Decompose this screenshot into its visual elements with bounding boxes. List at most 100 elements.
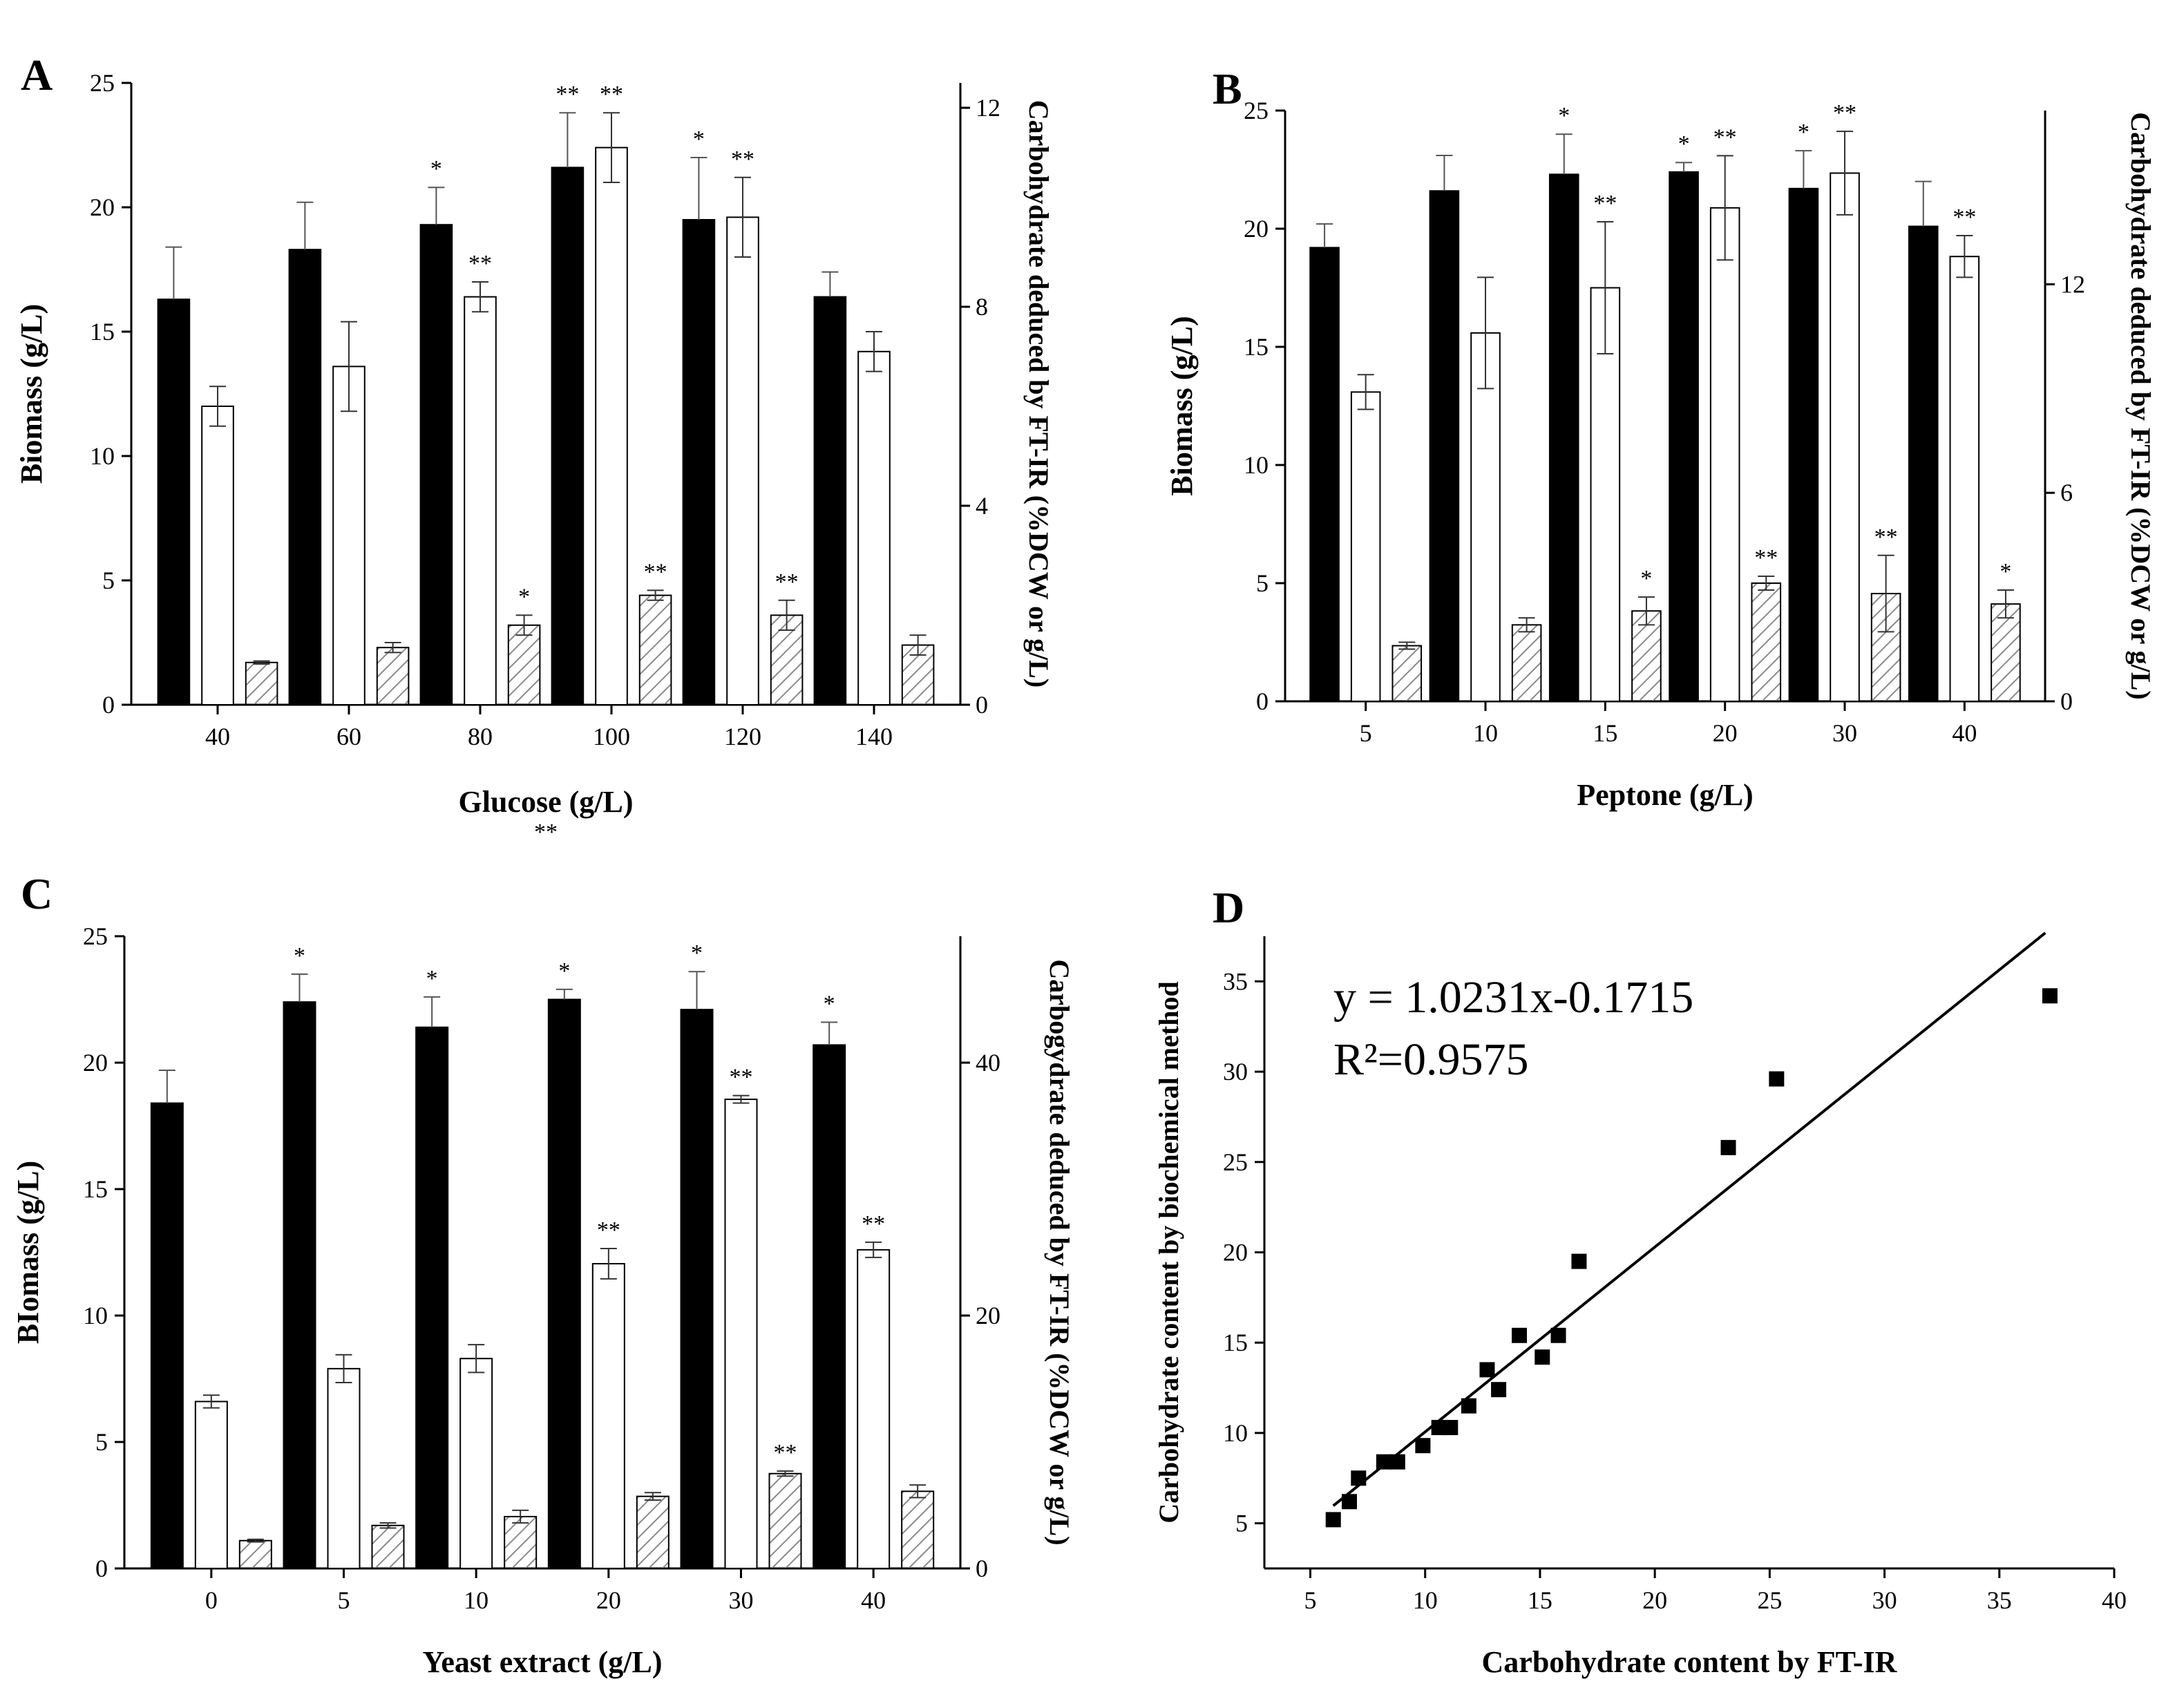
y-axis-label: Biomass (g/L) (1165, 316, 1199, 495)
y2-axis-label: Carbohydrate deduced by FT-IR (%DCW or g… (2125, 112, 2156, 699)
r-squared: R²=0.9575 (1333, 1034, 1529, 1085)
x-tick-label: 120 (724, 723, 761, 750)
significance-label: * (1640, 566, 1652, 591)
data-point (1571, 1253, 1587, 1269)
significance-label: ** (1953, 205, 1976, 230)
bar-hatch (1392, 645, 1423, 703)
bar-white (1830, 172, 1860, 702)
panel-letter: C (21, 869, 53, 918)
significance-label: ** (1754, 545, 1778, 571)
y-tick-label: 30 (1223, 1058, 1248, 1085)
y2-tick-label: 0 (976, 691, 988, 719)
data-point (2042, 988, 2058, 1004)
x-tick-label: 25 (1757, 1586, 1782, 1614)
x-tick-label: 10 (1473, 719, 1498, 747)
x-tick-label: 15 (1528, 1586, 1552, 1614)
y-tick-label: 0 (1256, 687, 1269, 715)
y-tick-label: 10 (90, 442, 115, 470)
x-axis-label: Glucose (g/L) (459, 785, 634, 819)
bar-hatch (238, 1539, 272, 1569)
y-axis-label: Carbohydrate content by biochemical meth… (1153, 981, 1184, 1523)
bar-hatch (504, 1515, 538, 1569)
x-tick-label: 30 (729, 1586, 754, 1614)
data-point (1389, 1454, 1405, 1470)
regression-equation: y = 1.0231x-0.1715 (1333, 972, 1693, 1023)
y-axis-label: Biomass (g/L) (15, 304, 48, 484)
bar-hatch (1511, 624, 1542, 703)
significance-label: * (518, 584, 530, 609)
bar-hatch (245, 661, 278, 705)
bar-black (813, 1044, 846, 1569)
significance-label: ** (1874, 524, 1898, 550)
significance-label: ** (862, 1211, 885, 1237)
data-point (1479, 1362, 1495, 1378)
x-tick-label: 35 (1987, 1586, 2012, 1614)
significance-label: * (691, 940, 703, 966)
x-tick-label: 20 (1642, 1586, 1667, 1614)
significance-label: ** (468, 251, 492, 276)
bar-white (1470, 332, 1501, 703)
y-tick-label: 35 (1223, 967, 1248, 995)
bar-white (1350, 391, 1381, 702)
y-tick-label: 20 (83, 1049, 108, 1076)
x-tick-label: 140 (855, 723, 893, 750)
significance-label: ** (555, 82, 579, 107)
bar-hatch (1751, 582, 1782, 702)
significance-label: * (824, 991, 835, 1016)
x-tick-label: 100 (593, 723, 630, 750)
bar-white (857, 1249, 891, 1569)
bar-black (813, 296, 847, 706)
y-tick-label: 25 (83, 922, 108, 950)
x-tick-label: 20 (596, 1586, 621, 1614)
bar-black (1788, 187, 1819, 702)
x-tick-label: 40 (861, 1586, 886, 1614)
bar-hatch (1631, 610, 1662, 702)
significance-label: ** (731, 146, 754, 172)
stray-significance-label: ** (534, 819, 558, 845)
significance-label: * (1798, 120, 1810, 145)
x-tick-label: 40 (205, 723, 230, 750)
bar-hatch (1991, 603, 2021, 702)
bar-black (1669, 171, 1699, 703)
bar-white (1709, 207, 1740, 702)
bar-white (464, 296, 497, 706)
data-point (1512, 1327, 1527, 1343)
y-tick-label: 10 (1244, 451, 1269, 479)
y-tick-label: 5 (102, 567, 115, 594)
significance-label: * (1678, 131, 1690, 157)
bar-black (283, 1001, 316, 1570)
y2-tick-label: 12 (2060, 270, 2085, 298)
bar-hatch (507, 624, 541, 705)
significance-label: ** (1713, 124, 1737, 150)
y-tick-label: 0 (95, 1555, 108, 1582)
bar-white (857, 350, 891, 705)
y-tick-label: 15 (1223, 1329, 1248, 1356)
bar-black (547, 998, 581, 1569)
x-tick-label: 15 (1593, 719, 1617, 747)
y-axis-label: BIomass (g/L) (11, 1161, 45, 1344)
bar-hatch (636, 1495, 669, 1569)
bar-hatch (638, 594, 672, 705)
significance-label: ** (644, 559, 667, 585)
y-tick-label: 5 (1256, 569, 1269, 597)
bar-black (682, 219, 716, 705)
data-point (1550, 1327, 1566, 1343)
data-point (1461, 1398, 1476, 1414)
data-point (1443, 1420, 1459, 1436)
x-tick-label: 5 (1304, 1586, 1316, 1614)
bar-white (595, 146, 628, 706)
bar-white (726, 216, 759, 705)
data-point (1491, 1382, 1507, 1398)
bar-white (194, 1401, 228, 1569)
significance-label: * (426, 966, 438, 991)
bar-black (1309, 247, 1340, 702)
y-tick-label: 15 (1244, 333, 1269, 361)
significance-label: ** (774, 1440, 797, 1465)
significance-label: ** (597, 1217, 620, 1243)
bar-black (288, 249, 322, 705)
y-tick-label: 25 (90, 69, 115, 97)
y2-tick-label: 6 (2060, 479, 2073, 506)
x-tick-label: 10 (1413, 1586, 1438, 1614)
